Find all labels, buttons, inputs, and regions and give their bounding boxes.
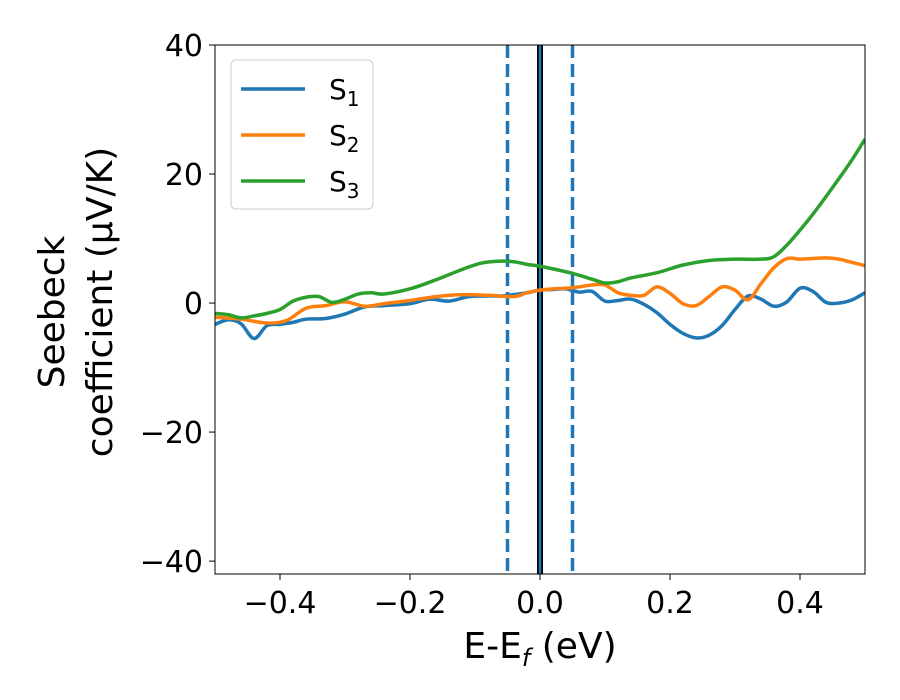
legend-label-S3: S3	[329, 165, 360, 203]
y-tick-label: 40	[165, 29, 203, 64]
x-axis: −0.4 −0.2 0.0 0.2 0.4	[244, 574, 824, 621]
legend-label-S2: S2	[329, 119, 360, 157]
reference-lines	[505, 45, 575, 574]
x-axis-title: E-Ef (eV)	[463, 626, 616, 672]
x-tick-label: 0.2	[646, 586, 694, 621]
legend: S1 S2 S3	[230, 59, 374, 210]
series-line-S2	[215, 256, 865, 325]
x-tick-label: 0.0	[516, 586, 564, 621]
y-axis-title-line1: Seebeck	[32, 235, 73, 388]
legend-label-S1: S1	[329, 73, 360, 111]
y-tick-label: −40	[140, 545, 203, 580]
data-series	[215, 138, 865, 341]
y-tick-label: −20	[140, 416, 203, 451]
y-tick-label: 20	[165, 158, 203, 193]
series-line-S1	[215, 285, 865, 341]
x-tick-label: 0.4	[776, 586, 824, 621]
y-axis-title-line2: coefficient (μV/K)	[80, 147, 121, 457]
x-tick-label: −0.4	[244, 586, 317, 621]
y-tick-label: 0	[184, 287, 203, 322]
x-tick-label: −0.2	[374, 586, 447, 621]
y-axis: −40 −20 0 20 40	[140, 29, 215, 580]
series-line-S3	[215, 138, 865, 320]
